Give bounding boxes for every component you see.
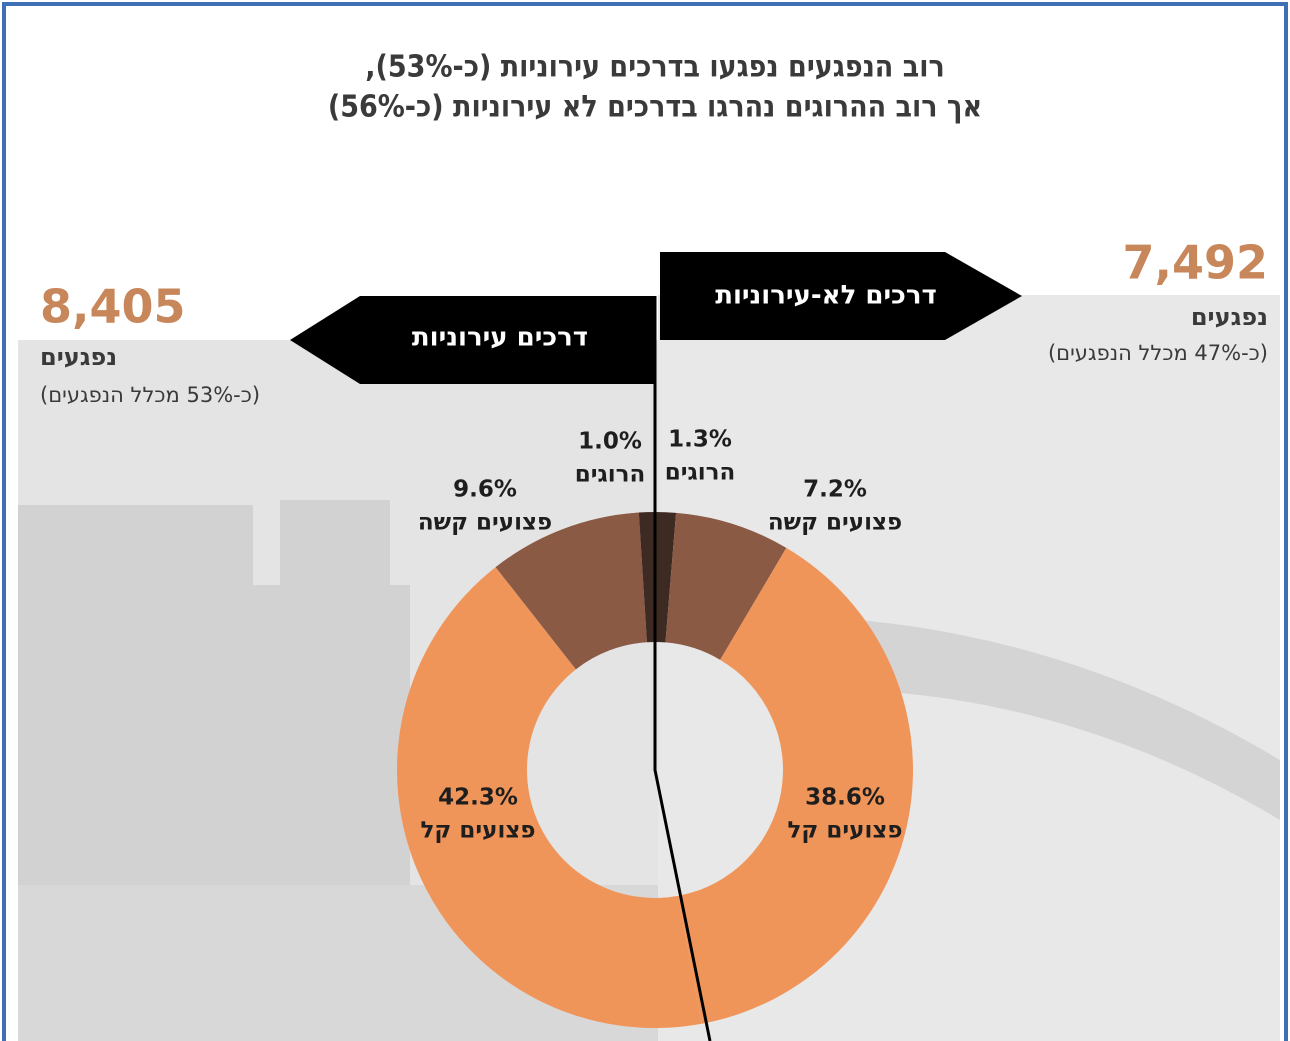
value-label: 1.0%	[578, 429, 642, 455]
value-label: 7.2%	[803, 477, 867, 503]
category-label: פצועים קל	[788, 818, 903, 844]
donut	[396, 512, 913, 1028]
category-label: הרוגים	[575, 462, 646, 488]
group-total: 8,405	[40, 280, 186, 334]
value-label: 38.6%	[805, 785, 885, 811]
value-label: 1.3%	[668, 427, 732, 453]
group-total-name: נפגעים	[1191, 303, 1268, 331]
title-line: רוב הנפגעים נפגעו בדרכים עירוניות (כ-53%…	[365, 50, 944, 85]
donut-segment	[655, 512, 677, 643]
donut-segment	[495, 512, 647, 670]
title-line: אך רוב ההרוגים נהרגו בדרכים לא עירוניות …	[328, 90, 982, 125]
category-label: פצועים קשה	[418, 510, 552, 536]
nonurban-arrow	[660, 252, 1022, 340]
donut-segment	[638, 512, 655, 643]
value-label: 42.3%	[438, 785, 518, 811]
group-name: דרכים עירוניות	[412, 323, 588, 353]
group-total-name: נפגעים	[40, 343, 117, 371]
bridge	[858, 620, 1280, 820]
donut-segment	[678, 547, 913, 1024]
donut-segment	[665, 512, 787, 660]
labels: 1.3% הרוגים 7.2% פצועים קשה 38.6% פצועים קל 42…	[418, 427, 903, 844]
urban-arrow	[290, 296, 655, 384]
group-name: דרכים לא-עירוניות	[715, 281, 937, 311]
category-label: הרוגים	[665, 460, 736, 486]
category-label: פצועים קשה	[768, 510, 902, 536]
divider-line	[653, 296, 712, 1041]
category-label: פצועים קל	[421, 818, 536, 844]
donut-segment	[396, 567, 702, 1028]
group-total: 7,492	[1122, 236, 1268, 290]
value-label: 9.6%	[453, 477, 517, 503]
group-share: (כ-47% מכלל הנפגעים)	[1048, 341, 1268, 365]
group-share: (כ-53% מכלל הנפגעים)	[40, 383, 260, 407]
